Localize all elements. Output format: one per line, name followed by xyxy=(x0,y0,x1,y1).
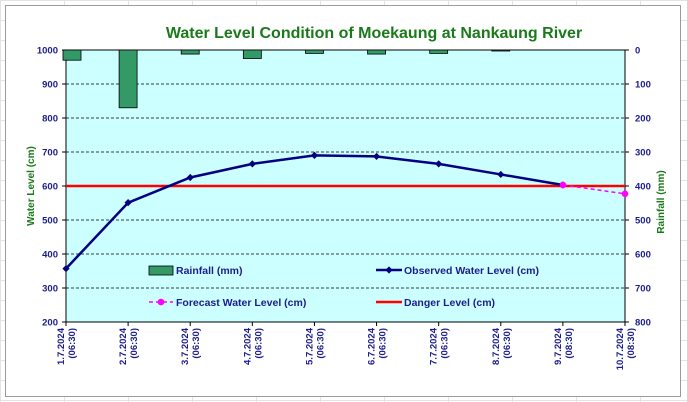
observed-point xyxy=(124,199,132,207)
rainfall-bar xyxy=(367,49,386,55)
x-tick-date: 8.7.2024 xyxy=(491,327,502,365)
x-tick-date: 1.7.2024 xyxy=(56,327,67,365)
observed-point xyxy=(372,152,381,161)
legend: Rainfall (mm) Observed Water Level (cm) Fo… xyxy=(148,265,539,309)
observed-point xyxy=(310,151,319,159)
chart-title: Water Level Condition of Moekaung at Nan… xyxy=(166,25,582,42)
observed-point xyxy=(497,170,505,179)
y-tick-label: 500 xyxy=(42,216,58,227)
x-tick-date: 9.7.2024 xyxy=(553,327,564,365)
x-tick-label: 2.7.2024 (06:30) xyxy=(118,327,140,365)
legend-label-observed: Observed Water Level (cm) xyxy=(404,265,539,277)
x-tick-label: 7.7.2024 (06:30) xyxy=(429,327,451,365)
legend-label-danger: Danger Level (cm) xyxy=(404,297,495,309)
y-tick-label: 200 xyxy=(42,318,58,329)
x-tick-date: 10.7.2024 xyxy=(615,327,626,370)
legend-marker-forecast xyxy=(157,298,165,306)
y2-tick-label: 600 xyxy=(635,250,651,261)
y2-tick-label: 200 xyxy=(635,114,651,125)
y2-tick-label: 300 xyxy=(635,148,651,159)
x-tick-label: 3.7.2024 (06:30) xyxy=(180,327,202,365)
x-tick-time: (06:30) xyxy=(191,328,202,359)
rainfall-bar xyxy=(180,49,200,55)
x-tick-label: 5.7.2024 (06:30) xyxy=(304,327,326,365)
x-tick-date: 6.7.2024 xyxy=(367,327,378,365)
y2-tick-label: 400 xyxy=(635,182,651,193)
legend-label-rainfall: Rainfall (mm) xyxy=(176,265,243,277)
water-level-lines xyxy=(62,151,629,273)
x-tick-label: 1.7.2024 (06:30) xyxy=(56,327,78,365)
observed-point xyxy=(435,160,443,168)
axes: 200 300 400 500 600 700 800 900 1000 0 100 200 300 40… xyxy=(37,46,651,371)
x-tick-time: (06:30) xyxy=(315,328,326,359)
y-tick-label: 800 xyxy=(42,114,58,125)
x-tick-label: 8.7.2024 (06:30) xyxy=(491,327,513,365)
x-tick-time: (08:30) xyxy=(626,328,637,359)
y2-tick-label: 100 xyxy=(635,80,651,91)
y-tick-label: 1000 xyxy=(37,46,58,57)
rainfall-bar xyxy=(62,49,82,61)
forecast-water-level-line xyxy=(562,184,626,195)
rainfall-bar xyxy=(242,49,262,59)
y2-tick-label: 0 xyxy=(635,46,640,57)
x-tick-time: (06:30) xyxy=(378,328,389,359)
rainfall-bar xyxy=(429,49,449,54)
x-tick-date: 5.7.2024 xyxy=(304,327,315,365)
x-tick-time: (08:30) xyxy=(564,328,575,359)
x-tick-time: (06:30) xyxy=(440,328,451,359)
x-tick-date: 2.7.2024 xyxy=(118,327,129,365)
x-tick-date: 3.7.2024 xyxy=(180,327,191,365)
forecast-point xyxy=(621,190,629,198)
legend-swatch-rainfall xyxy=(148,265,174,276)
x-tick-time: (06:30) xyxy=(502,328,513,359)
x-tick-time: (06:30) xyxy=(253,328,264,359)
rainfall-bars xyxy=(62,49,511,109)
y2-tick-label: 800 xyxy=(635,318,651,329)
legend-marker-observed xyxy=(385,266,393,274)
y2-tick-label: 500 xyxy=(635,216,651,227)
x-tick-label: 10.7.2024 (08:30) xyxy=(615,327,637,370)
y-axis-label: Water Level (cm) xyxy=(26,146,37,226)
y2-tick-label: 700 xyxy=(635,284,651,295)
y-tick-label: 900 xyxy=(42,80,58,91)
y-tick-label: 400 xyxy=(42,250,58,261)
x-tick-label: 6.7.2024 (06:30) xyxy=(367,327,389,365)
x-tick-date: 7.7.2024 xyxy=(429,327,440,365)
rainfall-bar xyxy=(491,49,511,52)
x-tick-date: 4.7.2024 xyxy=(242,327,253,365)
y-tick-label: 600 xyxy=(42,182,58,193)
observed-point xyxy=(186,173,194,182)
y2-axis-label: Rainfall (mm) xyxy=(656,170,667,233)
legend-label-forecast: Forecast Water Level (cm) xyxy=(176,297,306,309)
x-tick-time: (06:30) xyxy=(129,328,140,359)
x-tick-time: (06:30) xyxy=(67,328,78,359)
y-tick-label: 300 xyxy=(42,284,58,295)
x-tick-label: 4.7.2024 (06:30) xyxy=(242,327,264,365)
y-tick-label: 700 xyxy=(42,148,58,159)
rainfall-bar xyxy=(305,49,324,54)
rainfall-bar xyxy=(118,49,138,109)
observed-point xyxy=(248,160,256,168)
x-tick-label: 9.7.2024 (08:30) xyxy=(553,327,575,365)
observed-point xyxy=(62,265,70,273)
forecast-point xyxy=(559,181,567,189)
